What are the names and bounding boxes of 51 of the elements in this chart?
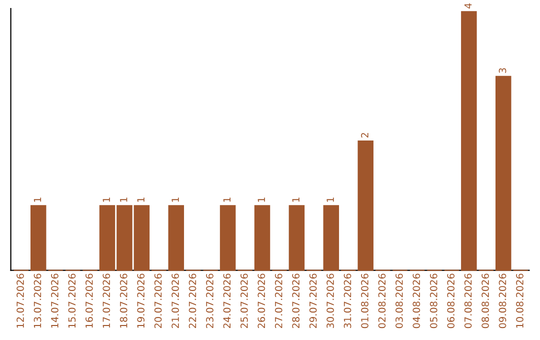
x-tick-label: 18.07.2026 — [120, 274, 128, 328]
data-label: 1 — [120, 198, 128, 202]
x-tick-label: 07.08.2026 — [464, 274, 472, 328]
x-tick-label: 31.07.2026 — [344, 274, 352, 328]
bar — [220, 205, 236, 271]
x-tick-label: 16.07.2026 — [85, 274, 93, 328]
data-label: 1 — [326, 198, 334, 202]
x-tick-label: 08.08.2026 — [482, 274, 489, 328]
data-label: 1 — [34, 198, 42, 202]
x-tick-label: 23.07.2026 — [206, 274, 214, 328]
x-tick-label: 26.07.2026 — [258, 274, 266, 328]
data-label: 1 — [258, 198, 265, 202]
x-tick-label: 01.08.2026 — [361, 274, 368, 328]
x-tick-label: 21.07.2026 — [172, 274, 179, 328]
data-label: 1 — [102, 198, 110, 202]
data-label: 1 — [292, 198, 300, 202]
data-label: 2 — [361, 133, 368, 138]
x-tick-label: 25.07.2026 — [240, 274, 248, 328]
x-tick-label: 15.07.2026 — [68, 274, 76, 328]
x-tick-label: 02.08.2026 — [378, 274, 386, 328]
x-tick-label: 06.08.2026 — [447, 274, 455, 328]
x-tick-label: 14.07.2026 — [51, 274, 58, 328]
x-tick-label: 05.08.2026 — [430, 274, 438, 328]
data-label: 4 — [464, 3, 472, 8]
x-tick-label: 19.07.2026 — [137, 274, 145, 328]
bar — [168, 205, 184, 271]
bar — [461, 11, 477, 271]
x-tick-label: 13.07.2026 — [34, 274, 42, 328]
x-tick-label: 30.07.2026 — [326, 274, 334, 328]
data-label: 1 — [172, 198, 179, 202]
x-tick-label: 12.07.2026 — [16, 274, 24, 328]
x-tick-label: 09.08.2026 — [498, 274, 506, 328]
x-tick-label: 28.07.2026 — [292, 274, 300, 328]
bar — [495, 76, 512, 271]
x-tick-label: 03.08.2026 — [396, 274, 403, 328]
x-tick-label: 04.08.2026 — [412, 274, 420, 328]
bar — [288, 205, 305, 271]
x-tick-label: 27.07.2026 — [274, 274, 282, 328]
bar — [358, 140, 374, 271]
x-tick-label: 10.08.2026 — [516, 274, 524, 328]
bar — [30, 205, 46, 271]
bar — [254, 205, 270, 271]
x-tick-label: 22.07.2026 — [188, 274, 196, 328]
data-label: 1 — [137, 198, 144, 202]
x-tick-label: 17.07.2026 — [102, 274, 110, 328]
data-label: 3 — [498, 68, 506, 73]
x-tick-label: 24.07.2026 — [223, 274, 231, 328]
x-tick-label: 29.07.2026 — [309, 274, 317, 328]
data-label: 1 — [223, 198, 230, 202]
x-tick-label: 20.07.2026 — [154, 274, 162, 328]
bar — [323, 205, 340, 271]
